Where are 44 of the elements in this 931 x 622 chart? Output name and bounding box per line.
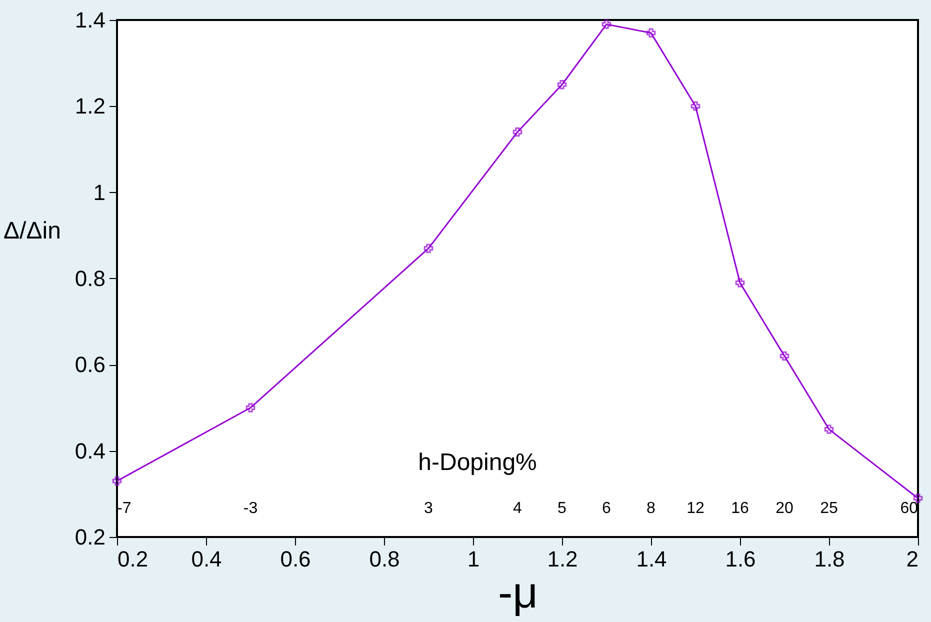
y-tick-label: 0.6 — [74, 352, 106, 378]
annotation: 60 — [900, 500, 918, 517]
x-tick-label: 2 — [906, 546, 918, 572]
point — [602, 20, 612, 29]
y-tick-label: 1.2 — [74, 94, 106, 119]
x-tick-label: 0.4 — [191, 546, 222, 572]
y-tick-label: 1.4 — [74, 8, 106, 32]
annotation: 8 — [646, 500, 656, 517]
annotation: 16 — [731, 500, 749, 517]
point — [112, 476, 122, 486]
point — [512, 127, 522, 137]
y-tick-label: 0.2 — [74, 524, 106, 550]
y-tick-label: 0.4 — [74, 438, 106, 464]
x-tick-label: 1.4 — [636, 546, 667, 572]
y-axis-title: Δ/Δin — [4, 218, 61, 244]
point — [424, 244, 434, 253]
x-tick-label: 0.8 — [369, 546, 400, 572]
y-tick-label: 1 — [93, 180, 106, 205]
point — [735, 278, 745, 288]
annotation: -3 — [243, 500, 258, 517]
x-tick-label: 1.8 — [814, 546, 845, 572]
annotation: 5 — [558, 500, 567, 517]
point — [780, 351, 790, 361]
point — [913, 494, 923, 503]
point — [646, 28, 656, 38]
annotation: -7 — [117, 500, 132, 517]
annotation: 12 — [686, 500, 704, 517]
x-tick-label: 1 — [467, 546, 480, 572]
annotation: h-Doping% — [418, 449, 537, 476]
x-axis-title: -μ — [498, 568, 538, 618]
annotation: 6 — [602, 500, 612, 517]
y-tick-label: 0.8 — [74, 266, 106, 291]
x-tick-label: 1.2 — [547, 546, 578, 572]
annotation: 25 — [820, 500, 838, 517]
x-tick-label: 0.2 — [118, 546, 148, 572]
annotation: 20 — [776, 500, 794, 517]
x-tick-label: 0.6 — [280, 546, 311, 572]
point — [690, 102, 700, 111]
annotation: 4 — [513, 500, 522, 517]
point — [824, 424, 834, 434]
point — [557, 80, 567, 90]
annotation: 3 — [424, 500, 434, 517]
point — [246, 403, 256, 412]
x-tick-label: 1.6 — [725, 546, 756, 572]
